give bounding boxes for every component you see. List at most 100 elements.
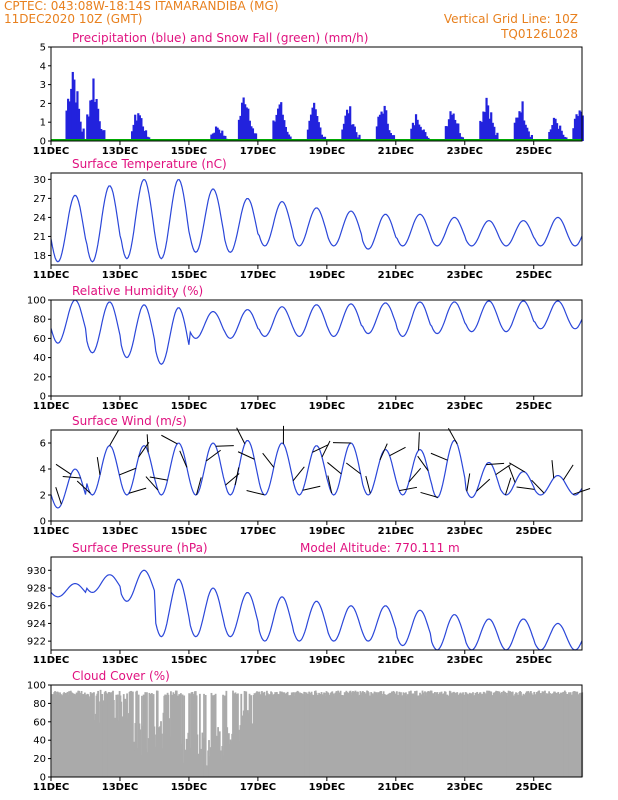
x-tick-label: 25DEC [516,146,552,157]
precip-bar [519,112,523,141]
x-tick-label: 17DEC [240,782,276,793]
precip-bar [134,114,137,141]
precip-bar [350,124,353,141]
wind-arrow [466,473,471,492]
precip-bar [101,130,104,141]
cloud-bar [173,693,176,777]
panel-title: Surface Pressure (hPa) [72,541,208,555]
wind-arrow [476,478,491,492]
cloud-bar [146,692,148,777]
precip-bar [93,101,97,141]
precip-bar [97,108,100,141]
x-tick-label: 25DEC [516,655,552,666]
cloud-bar [203,693,205,777]
x-tick-label: 11DEC [33,782,69,793]
wind-arrow [62,476,81,479]
precip-bar [454,119,457,141]
precip-bar [577,116,580,141]
x-tick-label: 15DEC [171,782,207,793]
x-tick-label: 17DEC [240,401,276,412]
precip-bar [140,118,143,141]
precip-bar [488,118,491,141]
x-tick-label: 21DEC [378,655,414,666]
header-station: CPTEC: 043:08W-18:14S ITAMARANDIBA (MG) [4,0,279,13]
precip-bar [421,130,424,141]
y-tick-label: 928 [27,584,46,595]
y-tick-label: 40 [33,353,46,364]
x-tick-label: 21DEC [378,270,414,281]
wind-arrow [321,440,331,458]
precip-bar [100,129,103,141]
wind-arrow [399,486,418,492]
y-tick-label: 924 [27,619,46,630]
y-tick-label: 20 [33,372,46,383]
y-tick-label: 2 [40,491,46,502]
wind-arrow [119,467,137,476]
precip-bar [458,133,461,141]
precip-bar [563,136,566,141]
precip-bar [213,132,216,141]
precip-bar [580,111,583,141]
precip-bar [490,112,493,141]
x-tick-label: 13DEC [102,526,138,537]
x-tick-label: 17DEC [240,655,276,666]
precip-bar [552,117,556,141]
wind-arrow [109,429,120,446]
cloud-bar [136,690,138,777]
precip-bar [388,130,391,141]
wind-arrow [531,479,545,494]
wind-arrow [417,455,429,472]
wind-arrow [55,487,62,505]
wind-arrow [145,476,159,491]
precip-bar [141,126,145,141]
wind-arrow [302,485,321,491]
wind-arrow [365,475,371,494]
precip-bar [277,108,280,141]
series-line [50,299,583,366]
precip-bar [382,113,385,141]
precip-bar [386,123,389,141]
panel-title: Precipitation (blue) and Snow Fall (gree… [72,31,368,45]
precip-bar [342,123,346,141]
precip-bar [493,126,496,141]
precip-bar [89,100,92,141]
cloud-bar [214,693,217,777]
x-tick-label: 19DEC [309,655,345,666]
precip-bar [222,135,225,141]
precip-bar [530,134,533,141]
precip-bar [214,126,218,141]
plot-frame [50,172,583,266]
wind-arrow [562,464,574,481]
precip-bar [90,99,94,141]
precip-bar [138,115,141,141]
wind-arrow [420,491,439,498]
precip-bar [286,131,289,141]
y-tick-label: 20 [33,754,46,765]
cloud-bar [156,690,159,777]
panel-title: Cloud Cover (%) [72,669,170,683]
precip-bar [247,108,250,141]
precip-bar [219,133,222,141]
precip-bar [460,136,463,141]
cloud-bar [204,695,207,777]
panel-2: 0 20 40 60 80 100 11DEC 13DEC 15DEC 17DEC 19DEC 21D… [27,284,583,412]
x-tick-label: 17DEC [240,146,276,157]
y-tick-label: 4 [40,465,46,476]
precip-bar [424,132,427,141]
wind-arrow [196,477,202,495]
y-tick-label: 1 [40,118,46,129]
cloud-bar [179,693,182,777]
wind-arrow [179,450,188,468]
x-tick-label: 21DEC [378,146,414,157]
precip-bar [308,120,311,141]
precip-bar [480,122,483,141]
precip-bar [485,97,488,141]
precip-bar [457,123,460,141]
x-tick-label: 13DEC [102,270,138,281]
wind-arrow [327,462,342,475]
y-tick-label: 0 [40,517,46,528]
precip-bar [410,128,413,141]
precip-bar [377,116,380,141]
precip-bar [254,133,258,141]
precip-bar [559,125,562,141]
